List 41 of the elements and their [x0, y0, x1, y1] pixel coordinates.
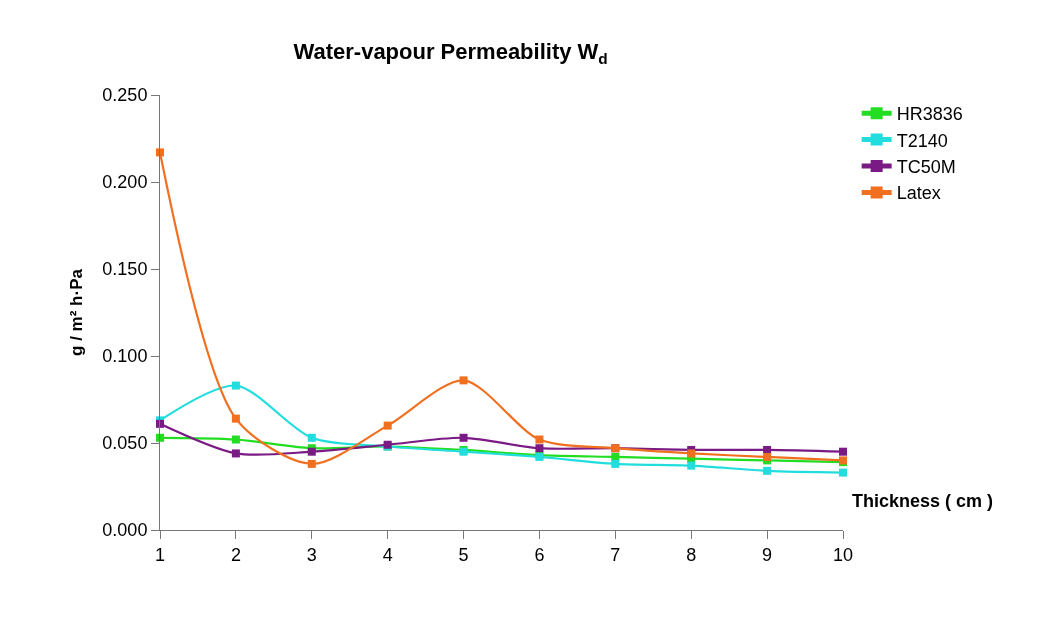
x-tick-label: 8 [686, 544, 697, 565]
point [459, 433, 468, 442]
x-tick-label: 2 [230, 544, 241, 565]
y-tick-label: 0.150 [102, 259, 148, 280]
x-tick-label: 1 [154, 544, 166, 565]
chart-title: Water-vapour Permeability W$_{d}$ [293, 39, 608, 67]
point [231, 381, 240, 390]
point [535, 444, 544, 453]
legend-label: T2140 [896, 130, 948, 151]
point [459, 376, 468, 385]
y-tick-label: 0.250 [102, 85, 148, 106]
point [611, 459, 620, 468]
y-tick-label: 0.100 [102, 346, 148, 367]
point [535, 435, 544, 444]
y-tick-label: 0.050 [102, 433, 148, 454]
point [231, 414, 240, 423]
x-tick-label: 5 [458, 544, 469, 565]
legend-label: TC50M [896, 157, 956, 178]
point [763, 466, 772, 475]
legend-label: HR3836 [896, 104, 963, 125]
point [383, 421, 392, 430]
point [763, 452, 772, 461]
x-tick-label: 10 [832, 544, 854, 565]
x-tick-label: 6 [534, 544, 545, 565]
point [231, 449, 240, 458]
x-tick-label: 4 [382, 544, 393, 565]
y-tick-label: 0.000 [102, 520, 148, 541]
point [839, 468, 847, 477]
point [839, 447, 847, 456]
x-tick-label: 9 [762, 544, 773, 565]
y-tick-label: 0.200 [102, 172, 148, 193]
x-tick-label: 7 [610, 544, 621, 565]
point [231, 435, 240, 444]
x-tick-label: 3 [306, 544, 317, 565]
point [687, 449, 696, 458]
x-axis-title: Thickness ( cm ) [852, 491, 994, 511]
legend-label: Latex [896, 183, 941, 204]
point [307, 459, 316, 468]
point [687, 461, 696, 470]
y-axis-title: g / m² h·Pa [66, 268, 86, 356]
point [307, 433, 316, 442]
